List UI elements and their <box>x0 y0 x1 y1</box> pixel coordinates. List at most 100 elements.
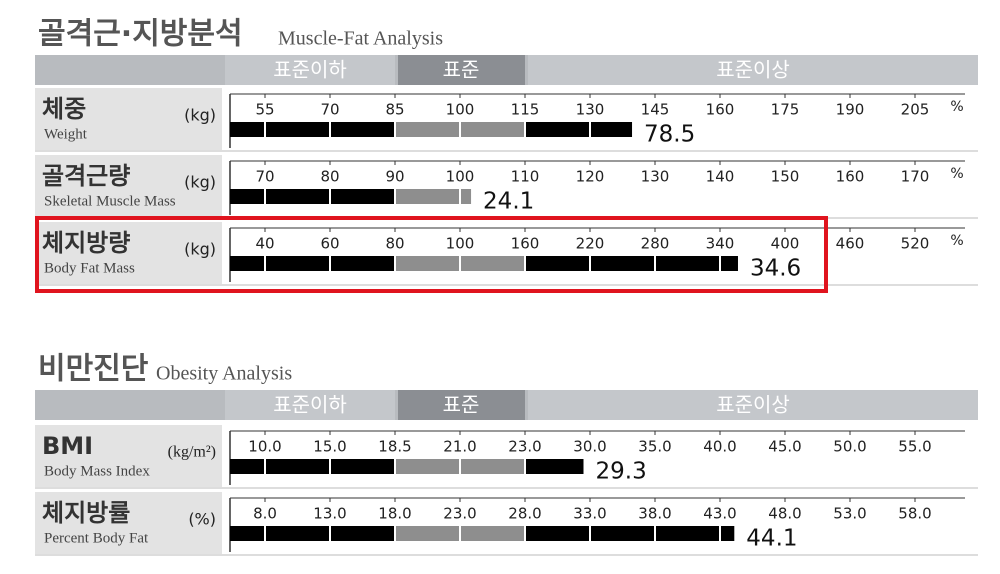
header-label: 표준 <box>443 393 480 417</box>
bar-part <box>525 256 738 271</box>
tick-label: 145 <box>641 101 670 119</box>
section-subtitle: Obesity Analysis <box>156 363 292 385</box>
tick-label: 120 <box>576 168 605 186</box>
tick-label: 60 <box>320 235 339 253</box>
bar <box>230 526 735 541</box>
row-label: 체중 <box>42 95 86 123</box>
tick-label: 30.0 <box>573 438 606 456</box>
tick-label: 80 <box>385 235 404 253</box>
tick-unit: % <box>950 166 963 182</box>
tick-label: 15.0 <box>313 438 346 456</box>
row-unit: (kg) <box>184 240 216 259</box>
tick-label: 43.0 <box>703 505 736 523</box>
tick-label: 160 <box>706 101 735 119</box>
row-label-bg <box>35 88 222 150</box>
tick-label: 100 <box>446 168 475 186</box>
row-unit: (%) <box>188 510 216 529</box>
tick-label: 33.0 <box>573 505 606 523</box>
tick-label: 28.0 <box>508 505 541 523</box>
row-unit: (kg/m²) <box>168 444 216 461</box>
tick-label: 55.0 <box>898 438 931 456</box>
tick-label: 40 <box>255 235 274 253</box>
row-unit: (kg) <box>184 106 216 125</box>
tick-label: 18.0 <box>378 505 411 523</box>
tick-label: 55 <box>255 101 274 119</box>
bar-part <box>230 256 395 271</box>
header-label: 표준 <box>443 58 480 82</box>
tick-label: 38.0 <box>638 505 671 523</box>
tick-label: 130 <box>641 168 670 186</box>
tick-label: 280 <box>641 235 670 253</box>
tick-label: 460 <box>836 235 865 253</box>
row-label-en: Percent Body Fat <box>44 530 149 546</box>
row-label-en: Body Fat Mass <box>44 260 135 276</box>
bar-part <box>230 459 395 474</box>
tick-label: 400 <box>771 235 800 253</box>
row-label-bg <box>35 222 222 284</box>
header-above <box>528 55 978 85</box>
tick-label: 80 <box>320 168 339 186</box>
tick-label: 220 <box>576 235 605 253</box>
row-label: 체지방률 <box>42 499 130 527</box>
bar <box>230 122 633 137</box>
section-title: 비만진단 <box>38 352 149 387</box>
row-label: 체지방량 <box>42 229 130 257</box>
tick-unit: % <box>950 99 963 115</box>
tick-label: 100 <box>446 101 475 119</box>
value-label: 34.6 <box>750 256 801 282</box>
bar-part <box>230 526 395 541</box>
header-label: 표준이하 <box>273 393 347 417</box>
tick-label: 40.0 <box>703 438 736 456</box>
bar <box>230 189 472 204</box>
row-label-bg <box>35 155 222 217</box>
header-normal <box>398 390 525 420</box>
tick-label: 23.0 <box>508 438 541 456</box>
bar-part <box>525 526 735 541</box>
tick-label: 70 <box>255 168 274 186</box>
section-title: 골격근·지방분석 <box>38 17 243 52</box>
tick-label: 23.0 <box>443 505 476 523</box>
tick-label: 100 <box>446 235 475 253</box>
header-label: 표준이하 <box>273 58 347 82</box>
row-label-en: Weight <box>44 126 88 142</box>
tick-label: 205 <box>901 101 930 119</box>
bar-part <box>395 189 472 204</box>
header-below <box>225 55 395 85</box>
header-label: 표준이상 <box>716 393 790 417</box>
tick-label: 520 <box>901 235 930 253</box>
highlight-box <box>35 216 828 293</box>
row-label-en: Skeletal Muscle Mass <box>44 193 176 209</box>
header-normal <box>398 55 525 85</box>
value-label: 29.3 <box>596 459 647 485</box>
tick-label: 10.0 <box>248 438 281 456</box>
tick-label: 70 <box>320 101 339 119</box>
tick-label: 85 <box>385 101 404 119</box>
header-label: 표준이상 <box>716 58 790 82</box>
tick-label: 21.0 <box>443 438 476 456</box>
tick-label: 170 <box>901 168 930 186</box>
bar <box>230 459 584 474</box>
row-label-en: Body Mass Index <box>44 463 150 479</box>
tick-label: 35.0 <box>638 438 671 456</box>
tick-label: 53.0 <box>833 505 866 523</box>
tick-label: 90 <box>385 168 404 186</box>
tick-label: 115 <box>511 101 540 119</box>
header-above <box>528 390 978 420</box>
tick-label: 110 <box>511 168 540 186</box>
value-label: 24.1 <box>483 189 534 215</box>
tick-label: 140 <box>706 168 735 186</box>
value-label: 44.1 <box>746 526 797 552</box>
row-label-bg <box>35 425 222 487</box>
tick-label: 45.0 <box>768 438 801 456</box>
section-subtitle: Muscle-Fat Analysis <box>278 28 443 50</box>
tick-label: 190 <box>836 101 865 119</box>
tick-label: 160 <box>511 235 540 253</box>
tick-label: 340 <box>706 235 735 253</box>
bar-part <box>230 189 395 204</box>
row-label: BMI <box>42 432 93 460</box>
bar <box>230 256 738 271</box>
tick-unit: % <box>950 233 963 249</box>
